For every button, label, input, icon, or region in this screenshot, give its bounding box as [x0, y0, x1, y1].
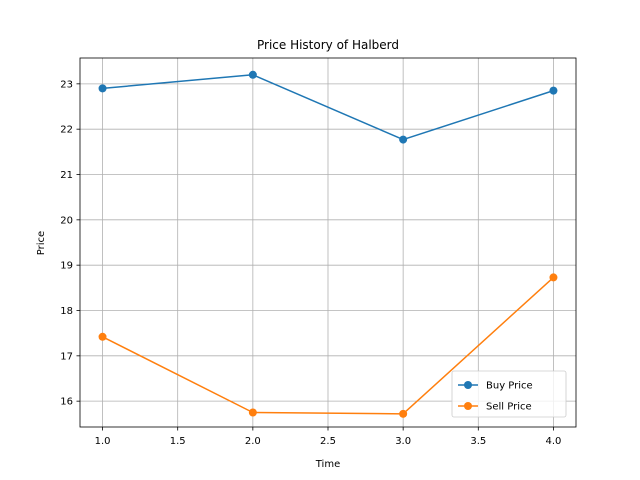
legend-box: [451, 370, 567, 418]
y-tick-label: 22: [60, 125, 73, 136]
data-point: [399, 135, 408, 144]
y-axis-label: Price: [36, 231, 47, 255]
data-point: [248, 70, 257, 79]
x-tick-label: 3.5: [470, 436, 486, 447]
series-layer: [98, 70, 558, 418]
legend-label: Sell Price: [486, 402, 532, 413]
x-tick-label: 1.0: [95, 436, 111, 447]
axis-ticks: 1.0 1.5 2.0 2.5 3.0 3.5 4.0 16 17 18 19 20 21 22 23: [60, 79, 561, 447]
legend-swatch-marker: [464, 381, 472, 389]
x-tick-label: 4.0: [546, 436, 562, 447]
data-point: [399, 409, 408, 418]
plot-frame: [79, 57, 577, 428]
x-axis-label: Time: [315, 459, 340, 470]
data-point: [549, 273, 558, 282]
data-point: [98, 84, 107, 93]
y-tick-label: 18: [60, 306, 73, 317]
data-point: [98, 332, 107, 341]
y-tick-label: 21: [60, 170, 73, 181]
series-line-1: [102, 276, 554, 415]
y-tick-label: 19: [60, 261, 73, 272]
x-tick-label: 3.0: [395, 436, 411, 447]
x-tick-label: 2.5: [320, 436, 336, 447]
y-tick-label: 23: [60, 79, 73, 90]
legend: Buy Price Sell Price: [451, 370, 567, 418]
y-tick-label: 20: [60, 215, 73, 226]
data-point: [248, 408, 257, 417]
legend-label: Buy Price: [486, 381, 533, 392]
chart-title: Price History of Halberd: [257, 38, 399, 52]
y-tick-label: 17: [60, 351, 73, 362]
series-line-0: [102, 74, 554, 141]
data-point: [549, 86, 558, 95]
y-tick-label: 16: [60, 397, 73, 408]
x-tick-label: 1.5: [170, 436, 186, 447]
x-tick-label: 2.0: [245, 436, 261, 447]
grid-lines: [80, 58, 576, 427]
legend-swatch-marker: [464, 402, 472, 410]
